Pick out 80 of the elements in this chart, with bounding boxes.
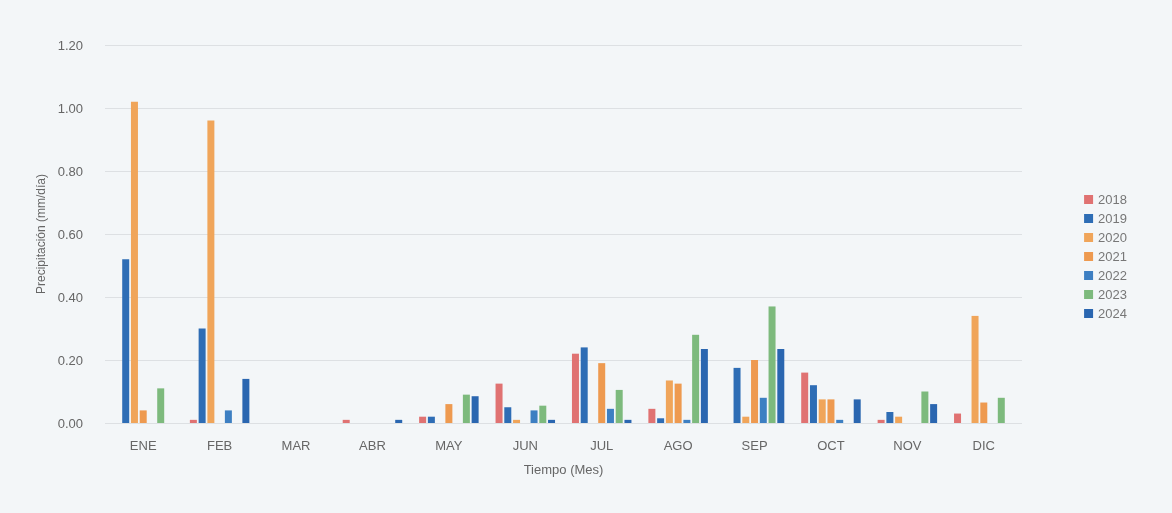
bar bbox=[198, 328, 206, 423]
legend-label: 2018 bbox=[1098, 192, 1127, 207]
bar bbox=[877, 419, 885, 423]
x-tick-label: MAR bbox=[281, 438, 311, 453]
bar bbox=[777, 348, 785, 423]
bar bbox=[759, 397, 767, 423]
bar bbox=[606, 408, 614, 423]
bar bbox=[571, 353, 579, 423]
bar bbox=[580, 347, 588, 423]
bar bbox=[853, 399, 861, 423]
x-tick-label: JUL bbox=[590, 438, 614, 453]
bar bbox=[548, 419, 556, 423]
y-tick-label: 0.00 bbox=[57, 415, 83, 431]
y-tick-label: 1.20 bbox=[57, 37, 83, 53]
y-tick-label: 0.80 bbox=[57, 163, 83, 179]
bar bbox=[997, 397, 1005, 423]
x-axis-title: Tiempo (Mes) bbox=[523, 462, 604, 477]
bar bbox=[657, 418, 665, 423]
x-tick-label: DIC bbox=[972, 438, 995, 453]
bar bbox=[207, 120, 215, 423]
bar bbox=[648, 408, 656, 423]
bar bbox=[692, 334, 700, 423]
bar bbox=[809, 385, 817, 423]
bar bbox=[624, 419, 632, 423]
bar bbox=[342, 419, 350, 423]
bar bbox=[427, 416, 435, 423]
x-tick-label: JUN bbox=[512, 438, 538, 453]
bar bbox=[674, 383, 682, 423]
bar bbox=[530, 410, 538, 423]
bar bbox=[930, 404, 938, 423]
bar bbox=[742, 416, 750, 423]
x-tick-label: SEP bbox=[741, 438, 768, 453]
bar bbox=[445, 404, 453, 423]
x-tick-label: ENE bbox=[129, 438, 157, 453]
bar bbox=[895, 416, 903, 423]
x-tick-label: ABR bbox=[359, 438, 386, 453]
bar bbox=[242, 378, 250, 423]
bar bbox=[139, 410, 147, 423]
bar bbox=[768, 306, 776, 423]
bar bbox=[513, 419, 521, 423]
bar bbox=[130, 101, 138, 423]
y-tick-label: 1.00 bbox=[57, 100, 83, 116]
x-tick-label: FEB bbox=[206, 438, 233, 453]
bar bbox=[954, 413, 962, 423]
bar bbox=[733, 367, 741, 423]
bar bbox=[495, 383, 503, 423]
bar bbox=[751, 360, 759, 423]
legend-label: 2024 bbox=[1098, 306, 1127, 321]
bar bbox=[700, 348, 708, 423]
bar bbox=[921, 391, 929, 423]
bar bbox=[224, 410, 232, 423]
legend-label: 2020 bbox=[1098, 230, 1127, 245]
bar bbox=[189, 419, 197, 423]
x-tick-label: OCT bbox=[817, 438, 845, 453]
bar bbox=[836, 419, 844, 423]
y-tick-label: 0.60 bbox=[57, 226, 83, 242]
bar bbox=[886, 411, 894, 423]
legend-label: 2019 bbox=[1098, 211, 1127, 226]
x-tick-label: NOV bbox=[893, 438, 922, 453]
bar bbox=[122, 259, 130, 423]
bar bbox=[462, 394, 470, 423]
y-tick-label: 0.40 bbox=[57, 289, 83, 305]
bar bbox=[665, 380, 673, 423]
legend-label: 2023 bbox=[1098, 287, 1127, 302]
y-axis-title: Precipitación (mm/día) bbox=[33, 173, 48, 295]
bar bbox=[419, 416, 427, 423]
legend-label: 2021 bbox=[1098, 249, 1127, 264]
bar bbox=[615, 389, 623, 423]
bar bbox=[157, 388, 165, 423]
bar bbox=[539, 405, 547, 423]
bar bbox=[683, 419, 691, 423]
bar bbox=[504, 407, 512, 423]
bar bbox=[471, 396, 479, 423]
x-tick-label: AGO bbox=[663, 438, 693, 453]
bar bbox=[395, 419, 403, 423]
legend-label: 2022 bbox=[1098, 268, 1127, 283]
bar bbox=[801, 372, 809, 423]
y-tick-label: 0.20 bbox=[57, 352, 83, 368]
x-tick-label: MAY bbox=[435, 438, 463, 453]
bar bbox=[598, 363, 606, 423]
